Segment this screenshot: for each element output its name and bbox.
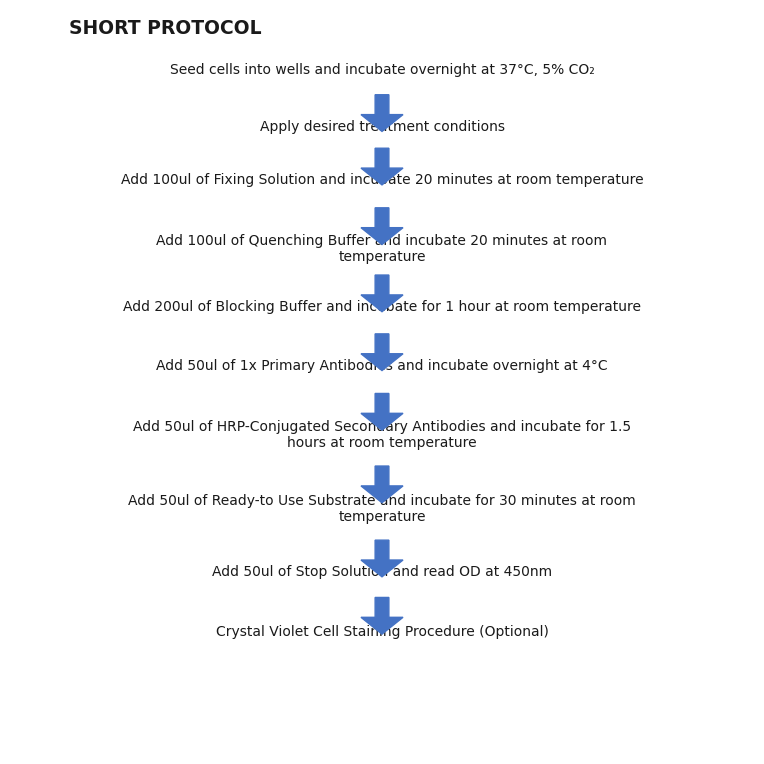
Text: Seed cells into wells and incubate overnight at 37°C, 5% CO₂: Seed cells into wells and incubate overn…	[170, 63, 594, 76]
FancyArrow shape	[361, 95, 403, 131]
FancyArrow shape	[361, 208, 403, 244]
Text: Add 100ul of Fixing Solution and incubate 20 minutes at room temperature: Add 100ul of Fixing Solution and incubat…	[121, 173, 643, 187]
Text: Add 100ul of Quenching Buffer and incubate 20 minutes at room
temperature: Add 100ul of Quenching Buffer and incuba…	[157, 234, 607, 264]
Text: Add 50ul of HRP-Conjugated Secondary Antibodies and incubate for 1.5
hours at ro: Add 50ul of HRP-Conjugated Secondary Ant…	[133, 420, 631, 451]
FancyArrow shape	[361, 148, 403, 185]
FancyArrow shape	[361, 275, 403, 312]
Text: Apply desired treatment conditions: Apply desired treatment conditions	[260, 120, 504, 134]
FancyArrow shape	[361, 597, 403, 634]
Text: Add 50ul of 1x Primary Antibodies and incubate overnight at 4°C: Add 50ul of 1x Primary Antibodies and in…	[156, 359, 608, 373]
Text: SHORT PROTOCOL: SHORT PROTOCOL	[69, 19, 261, 38]
Text: Add 50ul of Ready-to Use Substrate and incubate for 30 minutes at room
temperatu: Add 50ul of Ready-to Use Substrate and i…	[128, 494, 636, 524]
FancyArrow shape	[361, 334, 403, 371]
Text: Add 50ul of Stop Solution and read OD at 450nm: Add 50ul of Stop Solution and read OD at…	[212, 565, 552, 579]
FancyArrow shape	[361, 466, 403, 503]
Text: Add 200ul of Blocking Buffer and incubate for 1 hour at room temperature: Add 200ul of Blocking Buffer and incubat…	[123, 300, 641, 314]
Text: Crystal Violet Cell Staining Procedure (Optional): Crystal Violet Cell Staining Procedure (…	[215, 625, 549, 639]
FancyArrow shape	[361, 393, 403, 430]
FancyArrow shape	[361, 540, 403, 577]
